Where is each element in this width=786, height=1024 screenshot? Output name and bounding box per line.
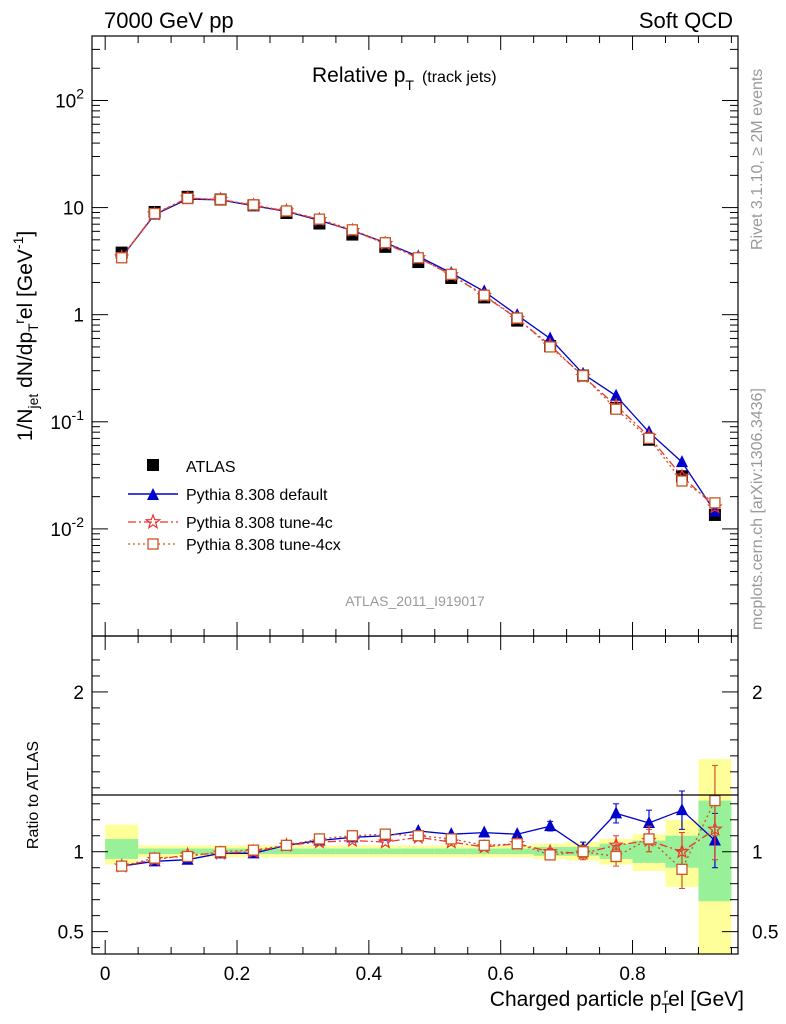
x-tick-label: 0.2 xyxy=(224,964,250,985)
x-tick-label: 0 xyxy=(100,964,111,985)
x-axis-label: Charged particle pTrel [GeV] xyxy=(490,985,744,1016)
main-line-3 xyxy=(121,197,716,504)
band-inner-0 xyxy=(105,838,139,859)
ratio-y-tick-label: 2 xyxy=(73,683,84,704)
ratio-point-2 xyxy=(247,844,260,856)
legend: ATLAS Pythia 8.308 default Pythia 8.308 … xyxy=(128,459,341,554)
ratio-point-0 xyxy=(478,825,491,838)
main-point-3 xyxy=(643,432,655,445)
band-inner-8 xyxy=(368,848,402,855)
ratio-point-0 xyxy=(675,803,688,816)
ratio-y-tick-label: 0.5 xyxy=(58,923,84,944)
ratio-point-2 xyxy=(478,839,490,851)
ratio-point-2 xyxy=(577,846,589,858)
y-tick-label: 10-1 xyxy=(50,407,84,434)
legend-atlas: ATLAS xyxy=(186,459,236,476)
y-tick-label: 1 xyxy=(73,306,84,327)
ratio-point-0 xyxy=(511,827,524,840)
legend-tune4cx-marker xyxy=(147,538,159,550)
main-point-3 xyxy=(181,192,194,204)
band-inner-5 xyxy=(269,848,303,855)
ratio-point-2 xyxy=(346,830,359,842)
rivet-label: Rivet 3.1.10, ≥ 2M events xyxy=(749,69,766,250)
band-inner-6 xyxy=(302,848,336,855)
main-title: Relative pT (track jets) xyxy=(312,64,497,93)
ratio-point-2 xyxy=(313,833,326,845)
main-point-1 xyxy=(708,504,721,517)
ratio-series xyxy=(113,764,723,889)
ratio-point-2 xyxy=(214,846,227,858)
ratio-point-2 xyxy=(643,833,655,845)
main-point-3 xyxy=(478,289,490,301)
ratio-y-tick-label: 1 xyxy=(73,843,84,864)
main-point-3 xyxy=(214,193,227,206)
main-point-3 xyxy=(709,497,721,509)
main-series xyxy=(113,189,723,521)
ratio-point-2 xyxy=(148,852,161,864)
ratio-ylabel: Ratio to ATLAS xyxy=(25,741,42,849)
ratio-point-2 xyxy=(709,794,721,807)
main-point-3 xyxy=(412,252,424,264)
main-point-3 xyxy=(148,207,161,220)
band-inner-7 xyxy=(335,848,369,855)
ratio-point-1 xyxy=(377,833,394,849)
header-right: Soft QCD xyxy=(639,8,733,33)
legend-atlas-marker xyxy=(147,459,159,471)
main-point-3 xyxy=(280,205,293,217)
ratio-point-2 xyxy=(511,838,523,850)
main-point-3 xyxy=(544,341,556,353)
ratio-y-tick-label-right: 0.5 xyxy=(752,923,778,944)
main-point-3 xyxy=(247,199,260,211)
analysis-id: ATLAS_2011_I919017 xyxy=(345,593,485,609)
y-tick-label: 10 xyxy=(63,199,84,220)
ratio-point-2 xyxy=(544,849,556,861)
main-point-3 xyxy=(313,213,326,225)
band-inner-9 xyxy=(401,848,435,855)
ratio-point-2 xyxy=(412,830,424,842)
y-tick-label: 10-2 xyxy=(50,514,84,541)
ratio-point-2 xyxy=(610,850,622,863)
ratio-point-0 xyxy=(610,806,623,819)
band-inner-1 xyxy=(138,848,172,855)
x-tick-label: 0.8 xyxy=(619,964,645,985)
legend-tune4cx: Pythia 8.308 tune-4cx xyxy=(186,537,341,554)
axis-ticks: 0 0.2 0.4 0.6 0.8 10-2 10-1 1 10 102 0.5 0.5 1 1 2 2 xyxy=(50,35,778,985)
ratio-y-tick-label-right: 1 xyxy=(752,843,763,864)
ratio-point-2 xyxy=(280,839,293,851)
legend-default-marker xyxy=(147,488,159,500)
main-point-3 xyxy=(577,369,589,382)
ratio-y-tick-label-right: 2 xyxy=(752,683,763,704)
main-point-3 xyxy=(511,312,523,324)
ratio-point-2 xyxy=(676,863,688,875)
x-tick-label: 0.6 xyxy=(487,964,513,985)
main-point-3 xyxy=(610,403,622,415)
main-point-3 xyxy=(445,268,457,281)
ratio-point-2 xyxy=(116,860,128,872)
ratio-bands xyxy=(105,759,732,954)
band-inner-11 xyxy=(467,848,501,855)
band-inner-10 xyxy=(434,848,468,855)
main-point-3 xyxy=(346,224,359,236)
main-point-3 xyxy=(116,252,128,264)
ratio-point-2 xyxy=(379,828,391,840)
main-point-1 xyxy=(610,388,623,401)
ratio-point-2 xyxy=(445,833,457,845)
legend-tune4c: Pythia 8.308 tune-4c xyxy=(186,515,333,532)
mcplots-label: mcplots.cern.ch [arXiv:1306.3436] xyxy=(749,388,766,630)
x-tick-label: 0.4 xyxy=(356,964,383,985)
header-left: 7000 GeV pp xyxy=(104,8,234,33)
main-point-3 xyxy=(676,475,688,487)
band-inner-12 xyxy=(500,848,534,855)
ratio-point-2 xyxy=(181,850,194,863)
ratio-point-0 xyxy=(643,815,656,828)
main-point-3 xyxy=(379,237,391,249)
main-ylabel: 1/Njet dN/dpTrel [GeV-1] xyxy=(10,231,41,441)
main-point-1 xyxy=(675,455,688,468)
legend-tune4c-marker xyxy=(144,513,162,530)
ratio-point-0 xyxy=(544,819,557,832)
legend-default: Pythia 8.308 default xyxy=(186,487,328,504)
y-tick-label: 102 xyxy=(55,85,84,112)
